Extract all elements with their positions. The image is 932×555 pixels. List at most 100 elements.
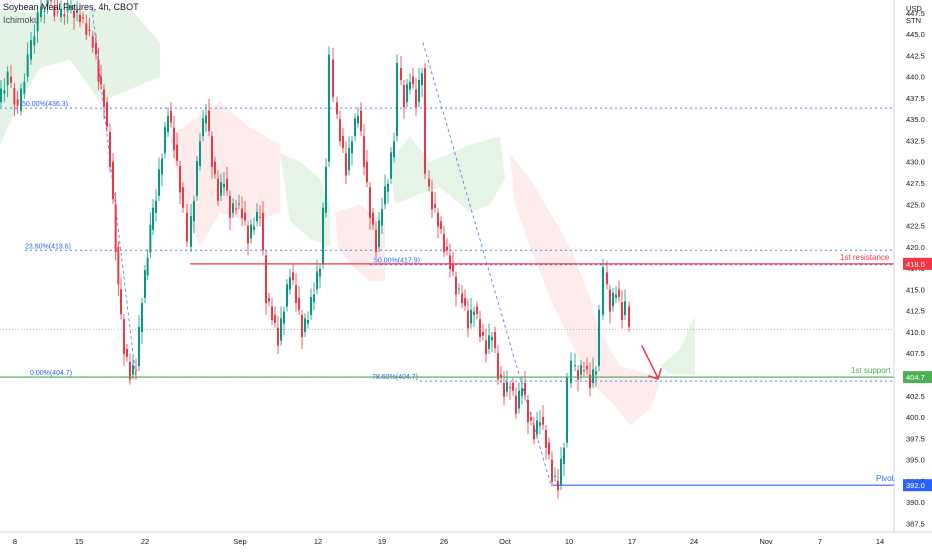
candle-body [310,297,312,315]
fib-label: 23.60%(419.6) [25,243,71,250]
candle-body [30,40,32,60]
candle-body [387,183,389,192]
candle-body [406,84,408,103]
candle-body [20,88,22,111]
candle-body [298,297,300,310]
candle-body [518,390,520,409]
candle-body [497,353,499,380]
candle-body [618,289,620,298]
y-tick-label: 412.5 [906,307,925,316]
x-tick-label: 26 [440,537,448,546]
cloud-green [0,8,160,145]
candle-body [123,319,125,355]
candle-body [621,302,623,321]
candle-body [440,221,442,229]
instrument-title[interactable]: Soybean Meal Futures, 4h, CBOT [3,2,139,12]
candle-body [167,115,169,132]
candle-body [95,42,97,55]
candle-body [106,102,108,127]
candle-body [396,62,398,137]
candle-body [476,306,478,315]
y-tick-label: 427.5 [906,179,925,188]
candle-body [375,229,377,252]
x-tick-label: 17 [628,537,636,546]
candle-body [458,288,460,290]
y-tick-label: 395.0 [906,456,925,465]
y-tick-label: 390.0 [906,498,925,507]
candle-body [612,292,614,307]
candle-body [580,365,582,375]
candle-body [158,169,160,196]
candle-body [250,224,252,239]
candle-body [624,301,626,315]
candle-body [500,374,502,378]
candle-body [470,309,472,324]
candle-body [186,212,188,242]
candle-body [598,309,600,367]
candle-body [283,311,285,324]
candle-body [241,208,243,218]
candle-body [33,36,36,46]
candle-body [16,99,19,106]
candle-body [211,136,213,167]
price-tags: 418.0 404.7 392.0 [903,257,932,492]
unit-label: STN [906,16,921,25]
candle-body [574,365,576,367]
candle-body [247,225,249,244]
candle-body [363,136,365,167]
candle-body [515,395,517,414]
x-tick-label: 12 [314,537,322,546]
candle-body [152,207,154,230]
candle-body [491,337,493,341]
y-tick-label: 400.0 [906,413,925,422]
candle-body [506,382,508,392]
candle-body [467,310,469,329]
y-tick-label: 415.0 [906,285,925,294]
candle-body [609,289,611,312]
candle-body [409,81,411,90]
candle-body [146,257,149,276]
candle-body [256,211,258,222]
candle-body [274,314,276,323]
candle-body [313,294,315,303]
cloud-red [510,153,660,426]
candle-body [135,370,137,372]
candle-body [400,68,402,81]
x-tick-label: Oct [499,537,512,546]
candle-body [190,216,192,247]
candle-body [570,360,572,384]
y-tick-label: 440.0 [906,73,925,82]
candle-body [322,207,324,264]
candle-body [223,183,225,188]
y-tick-label: 442.5 [906,51,925,60]
candle-body [418,80,420,103]
candle-body [566,377,568,443]
candle-body [286,284,288,307]
candle-body [253,226,255,230]
candle-body [319,268,321,277]
candle-body [193,200,195,222]
y-tick-label: 425.0 [906,200,925,209]
candle-body [390,152,392,179]
candle-body [615,294,617,298]
candle-body [114,204,117,252]
candle-body [217,178,219,201]
candle-body [182,187,184,208]
candle-body [485,340,487,355]
candle-body [602,267,604,315]
indicator-label[interactable]: Ichimoku [3,15,40,25]
candle-body [73,10,75,18]
y-tick-label: 430.0 [906,158,925,167]
candle-body [164,126,166,154]
candle-body [583,370,585,372]
candle-body [202,118,204,137]
candle-body [13,87,16,105]
candle-body [277,327,279,346]
candle-body [295,285,297,304]
candle-body [494,331,496,349]
candle-body [103,89,105,108]
price-tag [903,371,932,384]
candle-body [199,141,201,166]
